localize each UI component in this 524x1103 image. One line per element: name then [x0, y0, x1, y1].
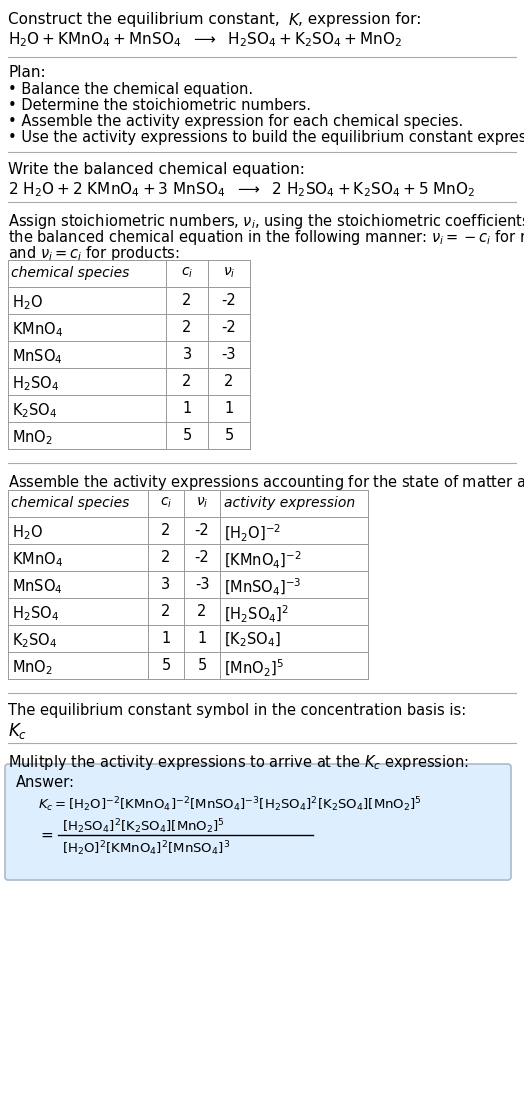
Text: $[\mathrm{KMnO_4}]^{-2}$: $[\mathrm{KMnO_4}]^{-2}$ [224, 550, 302, 571]
Text: 2: 2 [198, 604, 206, 619]
Text: $\mathrm{H_2SO_4}$: $\mathrm{H_2SO_4}$ [12, 604, 59, 623]
Text: -3: -3 [222, 347, 236, 362]
Text: chemical species: chemical species [11, 266, 129, 280]
Text: $K$: $K$ [288, 12, 301, 28]
Text: 3: 3 [161, 577, 171, 592]
Text: The equilibrium constant symbol in the concentration basis is:: The equilibrium constant symbol in the c… [8, 703, 466, 718]
FancyBboxPatch shape [5, 764, 511, 880]
Text: the balanced chemical equation in the following manner: $\nu_i = -c_i$ for react: the balanced chemical equation in the fo… [8, 228, 524, 247]
Text: $\nu_i$: $\nu_i$ [196, 496, 208, 511]
Text: $[\mathrm{MnSO_4}]^{-3}$: $[\mathrm{MnSO_4}]^{-3}$ [224, 577, 302, 598]
Text: 2: 2 [182, 293, 192, 308]
Text: Construct the equilibrium constant,: Construct the equilibrium constant, [8, 12, 285, 26]
Text: 1: 1 [161, 631, 171, 646]
Text: • Determine the stoichiometric numbers.: • Determine the stoichiometric numbers. [8, 98, 311, 113]
Text: $=$: $=$ [38, 827, 54, 842]
Text: $c_i$: $c_i$ [160, 496, 172, 511]
Text: activity expression: activity expression [224, 496, 355, 510]
Text: Assemble the activity expressions accounting for the state of matter and $\nu_i$: Assemble the activity expressions accoun… [8, 473, 524, 492]
Text: 5: 5 [161, 658, 171, 673]
Text: $\mathrm{KMnO_4}$: $\mathrm{KMnO_4}$ [12, 320, 63, 339]
Text: • Assemble the activity expression for each chemical species.: • Assemble the activity expression for e… [8, 114, 463, 129]
Text: $\mathrm{K_2SO_4}$: $\mathrm{K_2SO_4}$ [12, 631, 58, 650]
Text: $\mathrm{MnO_2}$: $\mathrm{MnO_2}$ [12, 428, 53, 447]
Text: $\mathrm{K_2SO_4}$: $\mathrm{K_2SO_4}$ [12, 401, 58, 420]
Text: $\mathrm{MnSO_4}$: $\mathrm{MnSO_4}$ [12, 577, 63, 596]
Text: $\mathrm{H_2O + KMnO_4 + MnSO_4}$  $\longrightarrow$  $\mathrm{H_2SO_4 + K_2SO_4: $\mathrm{H_2O + KMnO_4 + MnSO_4}$ $\long… [8, 30, 402, 49]
Text: $\mathrm{MnO_2}$: $\mathrm{MnO_2}$ [12, 658, 53, 677]
Text: 2: 2 [161, 604, 171, 619]
Text: Answer:: Answer: [16, 775, 75, 790]
Text: $\nu_i$: $\nu_i$ [223, 266, 235, 280]
Text: $[\mathrm{H_2O}]^{-2}$: $[\mathrm{H_2O}]^{-2}$ [224, 523, 281, 544]
Text: • Balance the chemical equation.: • Balance the chemical equation. [8, 82, 253, 97]
Text: Assign stoichiometric numbers, $\nu_i$, using the stoichiometric coefficients, $: Assign stoichiometric numbers, $\nu_i$, … [8, 212, 524, 231]
Text: and $\nu_i = c_i$ for products:: and $\nu_i = c_i$ for products: [8, 244, 180, 263]
Text: $K_c = [\mathrm{H_2O}]^{-2}[\mathrm{KMnO_4}]^{-2}[\mathrm{MnSO_4}]^{-3}[\mathrm{: $K_c = [\mathrm{H_2O}]^{-2}[\mathrm{KMnO… [38, 795, 422, 814]
Text: $\mathrm{2\ H_2O + 2\ KMnO_4 + 3\ MnSO_4}$  $\longrightarrow$  $\mathrm{2\ H_2SO: $\mathrm{2\ H_2O + 2\ KMnO_4 + 3\ MnSO_4… [8, 180, 475, 199]
Text: $\mathrm{MnSO_4}$: $\mathrm{MnSO_4}$ [12, 347, 63, 366]
Text: -2: -2 [222, 293, 236, 308]
Text: 5: 5 [198, 658, 206, 673]
Text: 5: 5 [224, 428, 234, 443]
Text: 1: 1 [198, 631, 206, 646]
Text: Plan:: Plan: [8, 65, 46, 81]
Text: 2: 2 [224, 374, 234, 389]
Text: -2: -2 [194, 523, 210, 538]
Text: 2: 2 [182, 374, 192, 389]
Text: 5: 5 [182, 428, 192, 443]
Text: 2: 2 [161, 523, 171, 538]
Text: $[\mathrm{MnO_2}]^{5}$: $[\mathrm{MnO_2}]^{5}$ [224, 658, 283, 679]
Text: $\mathrm{H_2O}$: $\mathrm{H_2O}$ [12, 523, 43, 542]
Text: , expression for:: , expression for: [298, 12, 421, 26]
Text: $[\mathrm{K_2SO_4}]$: $[\mathrm{K_2SO_4}]$ [224, 631, 281, 650]
Text: $c_i$: $c_i$ [181, 266, 193, 280]
Text: -2: -2 [194, 550, 210, 565]
Text: $\mathrm{H_2O}$: $\mathrm{H_2O}$ [12, 293, 43, 312]
Text: $\mathrm{KMnO_4}$: $\mathrm{KMnO_4}$ [12, 550, 63, 569]
Text: Mulitply the activity expressions to arrive at the $K_c$ expression:: Mulitply the activity expressions to arr… [8, 753, 469, 772]
Text: $[\mathrm{H_2SO_4}]^2[\mathrm{K_2SO_4}][\mathrm{MnO_2}]^5$: $[\mathrm{H_2SO_4}]^2[\mathrm{K_2SO_4}][… [62, 817, 225, 836]
Text: $[\mathrm{H_2SO_4}]^{2}$: $[\mathrm{H_2SO_4}]^{2}$ [224, 604, 289, 625]
Text: -3: -3 [195, 577, 209, 592]
Text: $K_c$: $K_c$ [8, 721, 27, 741]
Text: 1: 1 [182, 401, 192, 416]
Text: 3: 3 [182, 347, 192, 362]
Text: chemical species: chemical species [11, 496, 129, 510]
Text: $\mathrm{H_2SO_4}$: $\mathrm{H_2SO_4}$ [12, 374, 59, 393]
Text: 2: 2 [182, 320, 192, 335]
Text: -2: -2 [222, 320, 236, 335]
Text: 2: 2 [161, 550, 171, 565]
Text: 1: 1 [224, 401, 234, 416]
Text: Write the balanced chemical equation:: Write the balanced chemical equation: [8, 162, 305, 176]
Text: • Use the activity expressions to build the equilibrium constant expression.: • Use the activity expressions to build … [8, 130, 524, 144]
Text: $[\mathrm{H_2O}]^2[\mathrm{KMnO_4}]^2[\mathrm{MnSO_4}]^3$: $[\mathrm{H_2O}]^2[\mathrm{KMnO_4}]^2[\m… [62, 839, 230, 858]
